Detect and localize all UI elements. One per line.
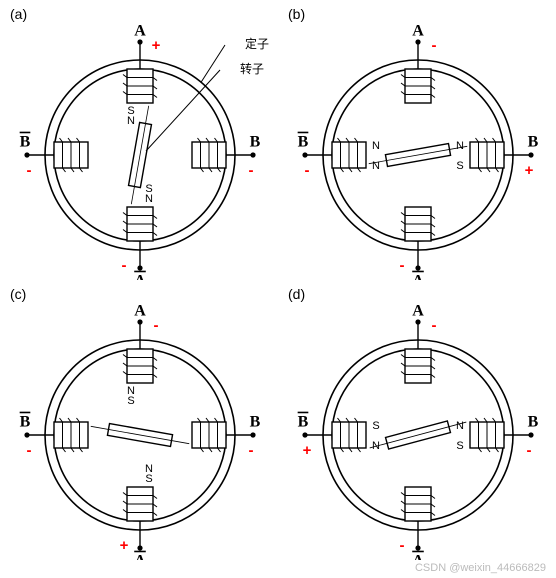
svg-text:-: - <box>249 442 254 459</box>
svg-text:A: A <box>412 273 424 280</box>
svg-text:A: A <box>134 303 146 320</box>
svg-text:B: B <box>298 414 309 431</box>
svg-text:转子: 转子 <box>240 61 264 76</box>
svg-text:A: A <box>134 273 146 280</box>
svg-text:S: S <box>127 395 134 407</box>
svg-text:B: B <box>250 134 261 151</box>
svg-text:-: - <box>305 162 310 179</box>
watermark: CSDN @weixin_44666829 <box>415 562 546 574</box>
panel-d: (d)SNNSA-A-B-B+ <box>278 280 556 560</box>
svg-text:+: + <box>152 37 161 54</box>
svg-text:-: - <box>400 537 405 554</box>
svg-text:B: B <box>528 134 539 151</box>
svg-text:N: N <box>145 193 153 205</box>
svg-text:-: - <box>400 257 405 274</box>
svg-text:N: N <box>456 420 464 432</box>
svg-text:S: S <box>456 160 463 172</box>
svg-text:-: - <box>527 442 532 459</box>
svg-text:-: - <box>27 442 32 459</box>
svg-text:N: N <box>372 160 380 172</box>
svg-text:N: N <box>127 115 135 127</box>
panel-a: (a)SNSNA+A-B-B-定子转子 <box>0 0 278 280</box>
svg-text:N: N <box>372 440 380 452</box>
svg-text:+: + <box>525 162 534 179</box>
svg-text:-: - <box>432 317 437 334</box>
svg-text:S: S <box>372 420 379 432</box>
svg-text:A: A <box>412 553 424 560</box>
svg-text:B: B <box>20 414 31 431</box>
svg-text:A: A <box>134 23 146 40</box>
svg-text:A: A <box>412 23 424 40</box>
svg-text:+: + <box>303 442 312 459</box>
svg-text:-: - <box>249 162 254 179</box>
panel-b: (b)NNNSA-A-B+B- <box>278 0 556 280</box>
svg-text:-: - <box>432 37 437 54</box>
svg-text:B: B <box>528 414 539 431</box>
svg-text:A: A <box>412 303 424 320</box>
svg-text:A: A <box>134 553 146 560</box>
svg-text:S: S <box>145 473 152 485</box>
svg-text:-: - <box>27 162 32 179</box>
svg-text:B: B <box>298 134 309 151</box>
svg-text:B: B <box>20 134 31 151</box>
svg-text:N: N <box>372 140 380 152</box>
svg-text:-: - <box>122 257 127 274</box>
svg-text:+: + <box>120 537 129 554</box>
svg-text:N: N <box>456 140 464 152</box>
svg-text:B: B <box>250 414 261 431</box>
svg-text:-: - <box>154 317 159 334</box>
svg-text:S: S <box>456 440 463 452</box>
svg-text:定子: 定子 <box>245 36 269 51</box>
panel-c: (c)NSNSA-A+B-B- <box>0 280 278 560</box>
